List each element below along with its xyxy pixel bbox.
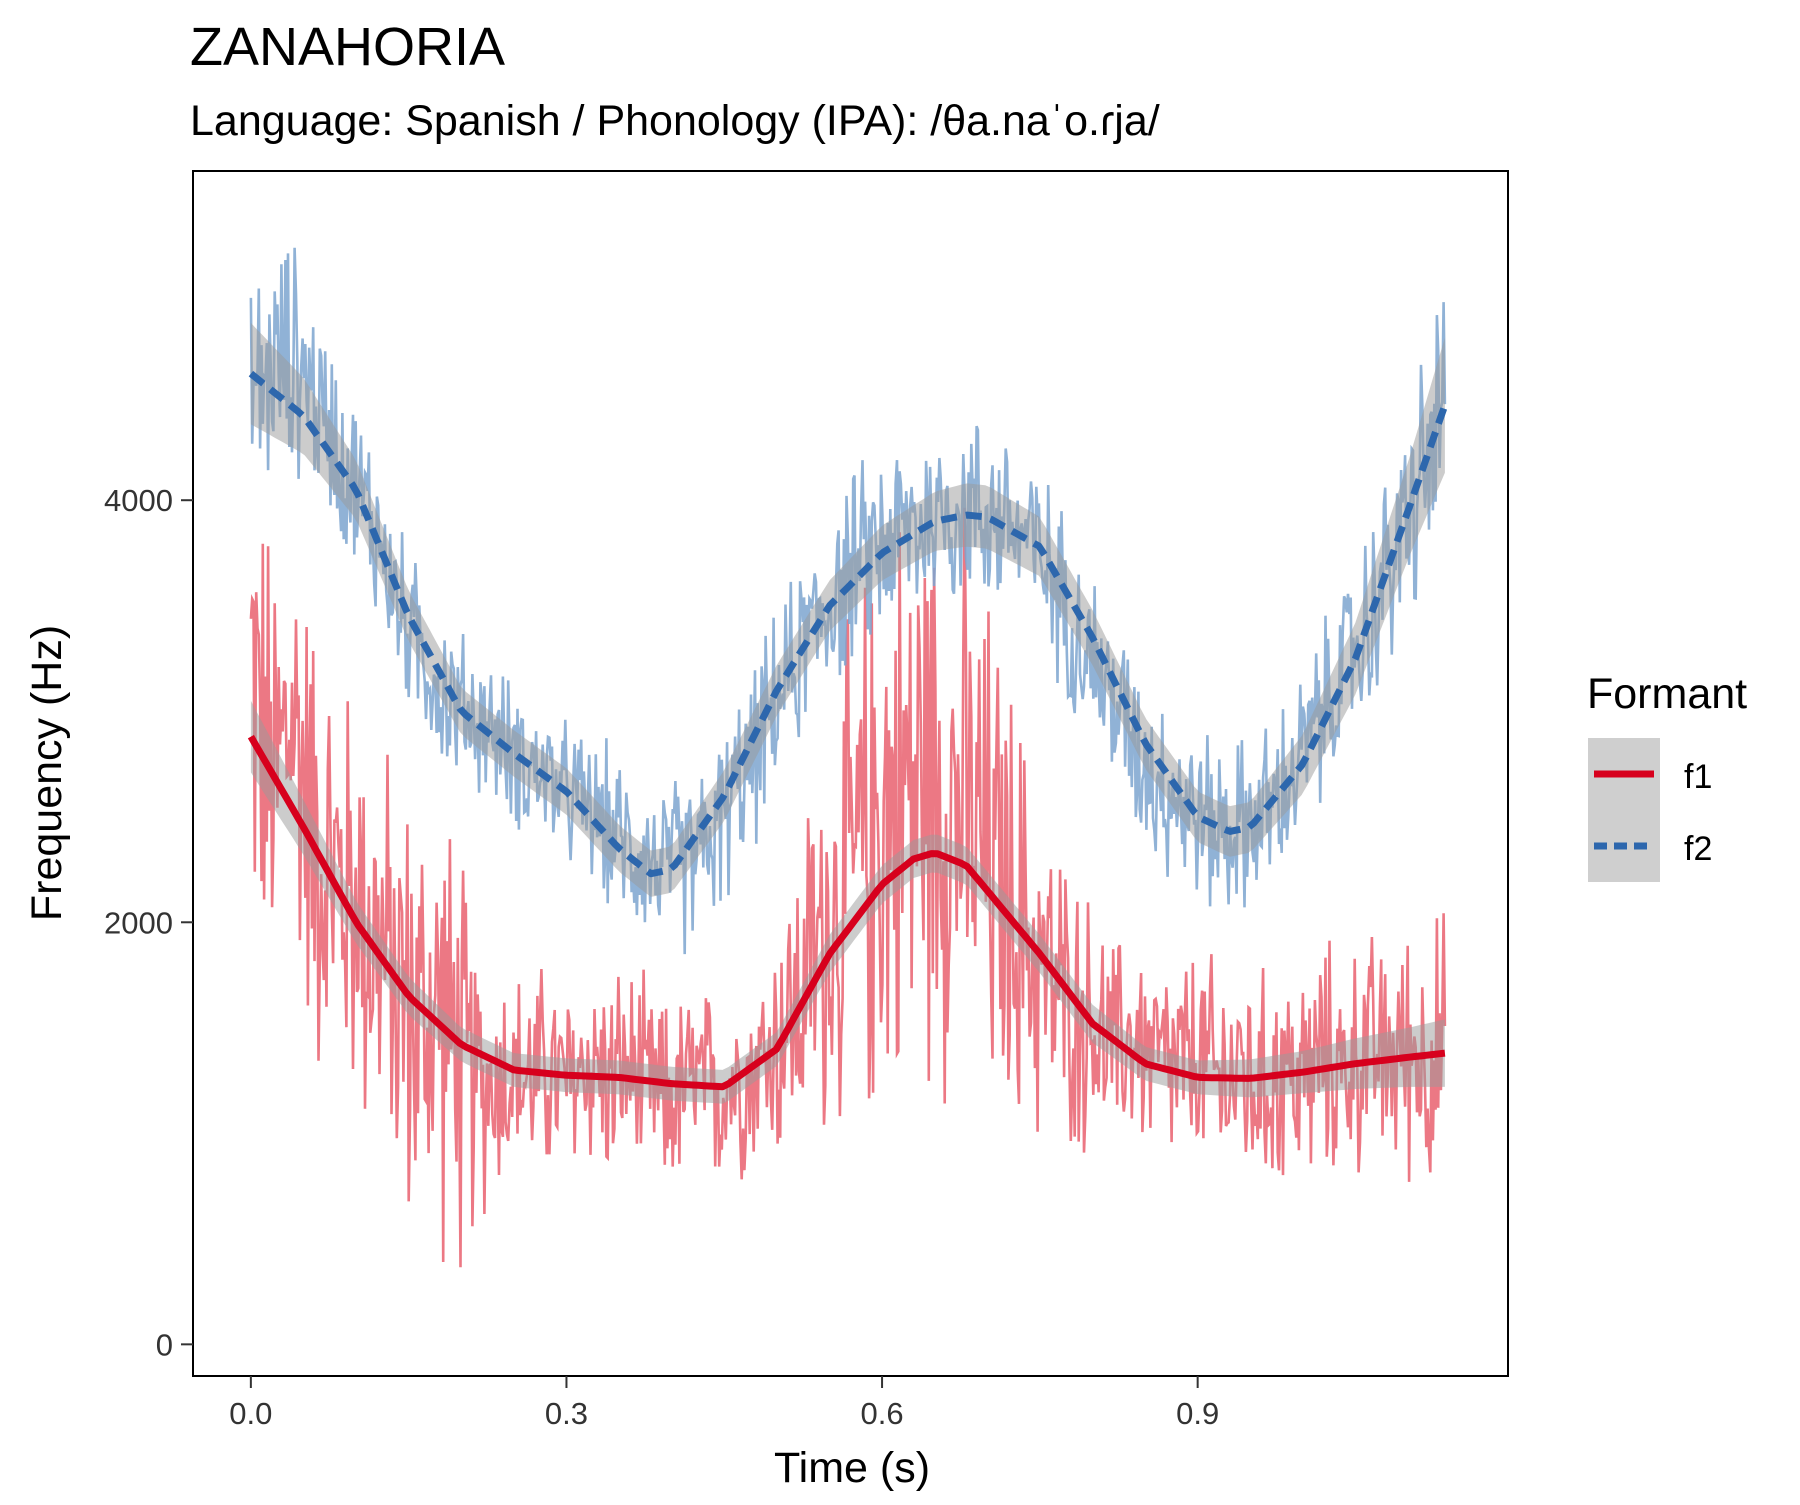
confidence-ribbon-layer [250, 322, 1445, 1104]
plot-panel-border [192, 170, 1509, 1377]
raw-trace-layer [249, 247, 1447, 1268]
chart-title: ZANAHORIA [190, 17, 505, 77]
y-axis-label: Frequency (Hz) [23, 625, 71, 921]
smooth-line-layer [247, 370, 1449, 1091]
x-tick-label: 0.6 [861, 1396, 904, 1431]
smooth-line-f1 [247, 734, 1446, 1091]
raw-trace-f2 [249, 247, 1447, 955]
legend-label-f2: f2 [1684, 830, 1712, 868]
legend: Formant f1 f2 [1587, 670, 1747, 882]
x-tick-label: 0.3 [545, 1396, 588, 1431]
x-axis-label: Time (s) [774, 1444, 930, 1492]
y-tick-label: 4000 [104, 483, 173, 518]
y-tick-label: 0 [156, 1327, 173, 1362]
legend-title: Formant [1587, 670, 1747, 718]
legend-item-f1: f1 [1588, 738, 1712, 810]
legend-label-f1: f1 [1684, 758, 1712, 796]
chart-subtitle: Language: Spanish / Phonology (IPA): /θa… [190, 97, 1160, 145]
x-tick-label: 0.0 [229, 1396, 272, 1431]
confidence-ribbon-f1 [250, 700, 1445, 1104]
y-axis: 0 2000 4000 [104, 483, 193, 1362]
y-tick-label: 2000 [104, 905, 173, 940]
x-tick-label: 0.9 [1176, 1396, 1219, 1431]
legend-item-f2: f2 [1588, 810, 1712, 882]
x-axis: 0.0 0.3 0.6 0.9 [229, 1376, 1219, 1431]
smooth-line-f2 [248, 370, 1449, 878]
confidence-ribbon-f2 [250, 322, 1445, 897]
